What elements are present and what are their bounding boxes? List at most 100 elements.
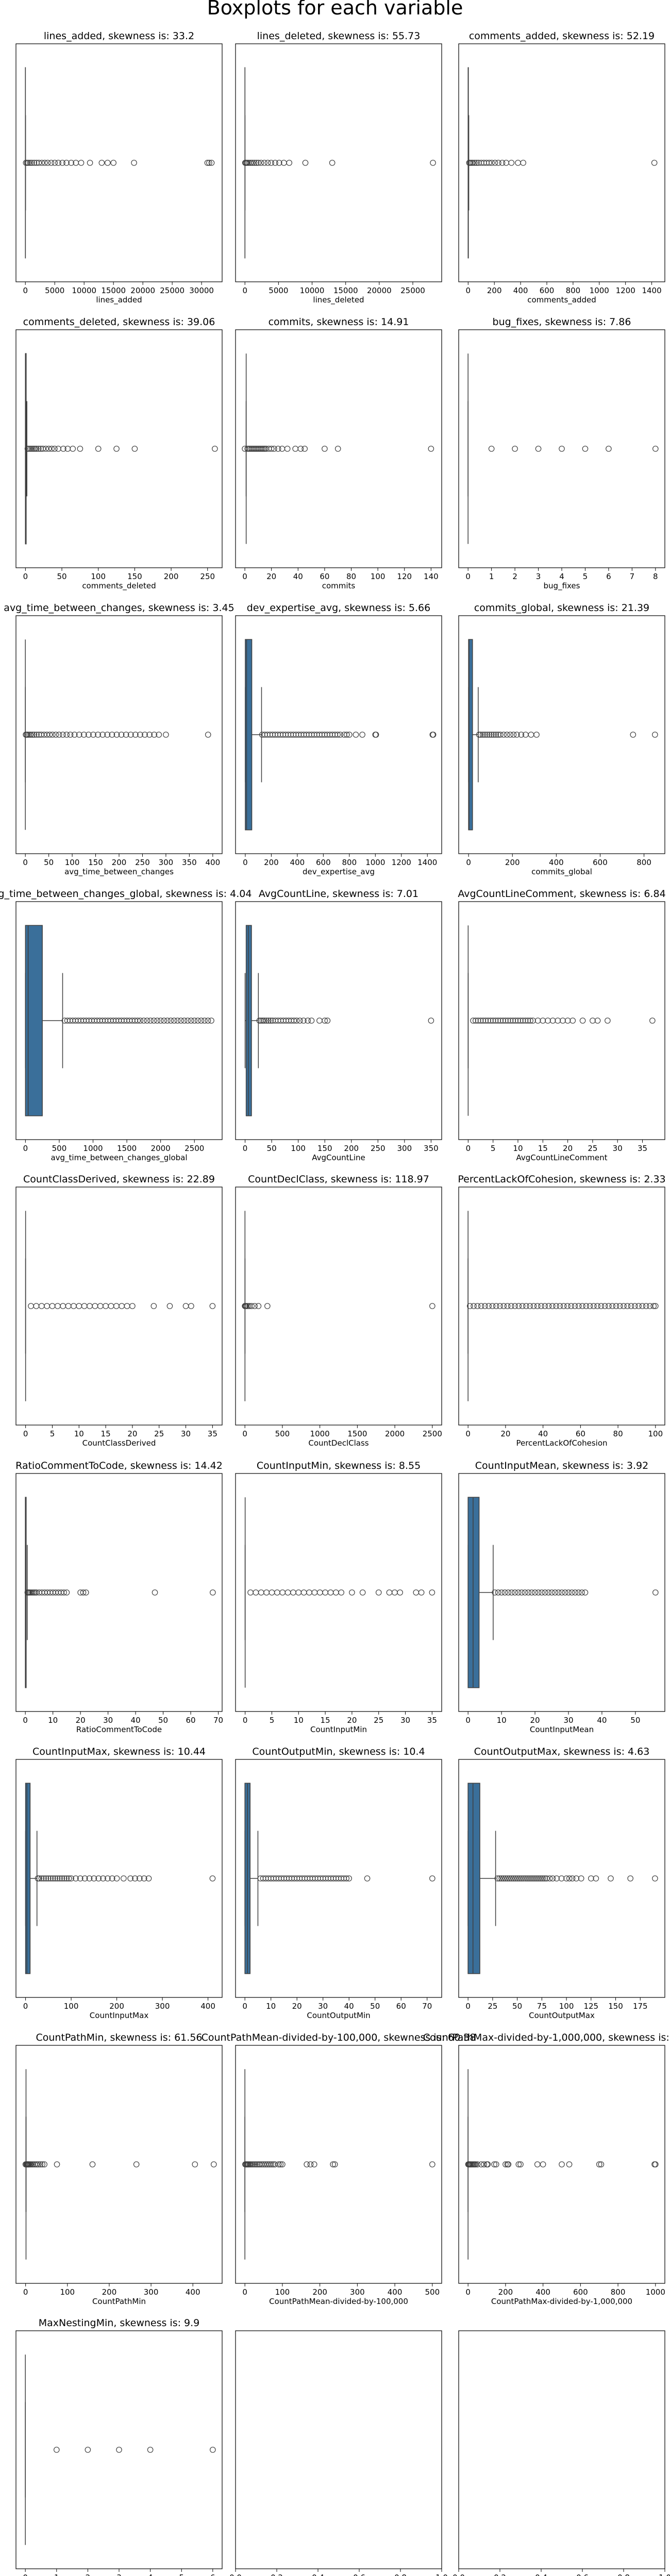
outlier-point [163, 732, 169, 738]
outlier-point [188, 1303, 194, 1309]
outlier-point [302, 160, 309, 166]
outlier-point [652, 1875, 658, 1882]
outlier-point [132, 1875, 138, 1882]
outlier-point [613, 1303, 619, 1309]
x-tick-label: 30 [400, 1716, 410, 1725]
outlier-point [181, 1018, 188, 1024]
x-tick-label: 0 [23, 1429, 28, 1438]
outlier-point [334, 446, 341, 452]
x-axis-label: CountOutputMin [307, 2011, 370, 2020]
outlier-point [256, 1018, 263, 1024]
outlier-point [191, 1018, 198, 1024]
subplot-title: dev_expertise_avg, skewness is: 5.66 [247, 602, 430, 614]
outlier-point [505, 1018, 511, 1024]
axes-frame [15, 1473, 223, 1712]
x-tick-label: 100 [291, 1144, 306, 1153]
outlier-point [253, 160, 260, 166]
x-tick-label: 2 [512, 572, 517, 581]
outlier-point [651, 160, 658, 166]
outlier-point [572, 1589, 578, 1596]
x-tick-label: 100 [559, 2002, 574, 2011]
outlier-point [500, 1875, 507, 1882]
outlier-point [545, 1303, 552, 1309]
x-tick-label: 400 [549, 858, 564, 867]
x-tick-label: 5000 [45, 286, 64, 295]
x-tick-label: 100 [371, 572, 386, 581]
outlier-point [208, 160, 215, 166]
x-axis-label: CountPathMean-divided-by-100,000 [269, 2297, 408, 2306]
outlier-point [329, 160, 336, 166]
outlier-point [27, 160, 34, 166]
outlier-point [81, 732, 87, 738]
outlier-point [133, 2161, 140, 2167]
x-axis-label: CountClassDerived [82, 1438, 156, 1448]
outlier-point [29, 446, 35, 452]
outlier-point [504, 1303, 511, 1309]
outlier-point [178, 1018, 184, 1024]
outlier-point [330, 2161, 336, 2167]
x-tick-label: 125 [583, 2002, 598, 2011]
iqr-box [25, 1783, 31, 1974]
outlier-point [141, 1875, 147, 1882]
outlier-point [538, 1303, 544, 1309]
x-tick-label: 0.2 [271, 2573, 283, 2576]
outlier-point [526, 1875, 532, 1882]
x-tick-label: 2000 [385, 1429, 405, 1438]
outlier-point [137, 1875, 143, 1882]
outlier-point [311, 2161, 317, 2167]
outlier-point [528, 1875, 534, 1882]
outlier-point [635, 1303, 642, 1309]
outlier-point [137, 732, 143, 738]
subplot-20: CountOutputMin, skewness is: 10.4 0 10 20 30… [235, 1746, 442, 2020]
outlier-point [210, 2447, 216, 2453]
x-tick-label: 0 [466, 286, 471, 295]
outlier-point [27, 732, 34, 738]
x-tick-label: 1000 [646, 2287, 665, 2297]
subplot-title: avg_time_between_changes, skewness is: 3… [4, 602, 234, 614]
x-tick-label: 0 [465, 1429, 471, 1438]
outlier-point [61, 1875, 68, 1882]
subplot-26: 0.0 0.2 0.4 0.6 0.8 1.0 [229, 2330, 448, 2576]
x-tick-label: 100 [648, 1429, 663, 1438]
outlier-point [630, 732, 636, 738]
x-tick-label: 0 [242, 286, 247, 295]
outlier-point [500, 732, 507, 738]
outlier-point [578, 1875, 584, 1882]
outlier-point [28, 160, 35, 166]
x-tick-label: 30 [181, 1429, 191, 1438]
outlier-point [85, 2447, 91, 2453]
axes-frame [15, 1759, 223, 1998]
outlier-point [482, 1303, 488, 1309]
outlier-point [48, 160, 55, 166]
outlier-point [569, 1875, 576, 1882]
outlier-point [477, 732, 484, 738]
outlier-point [560, 1303, 567, 1309]
outlier-point [632, 1303, 638, 1309]
outlier-point [549, 1303, 556, 1309]
x-tick-label: 10 [266, 2002, 276, 2011]
outlier-point [141, 1018, 147, 1024]
outlier-point [502, 1018, 509, 1024]
outlier-point [68, 1875, 74, 1882]
outlier-point [60, 446, 66, 452]
subplot-title: MaxNestingMin, skewness is: 9.9 [39, 2317, 200, 2329]
subplot-title: CountPathMin, skewness is: 61.56 [36, 2032, 203, 2043]
outlier-point [29, 732, 36, 738]
x-tick-label: 5 [491, 1144, 496, 1153]
outlier-point [467, 1303, 473, 1309]
subplot-title: lines_deleted, skewness is: 55.73 [257, 30, 421, 42]
subplot-title: comments_deleted, skewness is: 39.06 [23, 316, 215, 328]
x-tick-label: 400 [205, 858, 220, 867]
x-tick-label: 20 [266, 572, 276, 581]
outlier-point [259, 1018, 266, 1024]
x-tick-label: 350 [424, 1144, 439, 1153]
outlier-point [95, 446, 102, 452]
outlier-point [52, 1875, 58, 1882]
outlier-point [527, 1303, 533, 1309]
outlier-point [81, 1875, 88, 1882]
outlier-point [202, 1018, 208, 1024]
outlier-point [264, 1303, 271, 1309]
x-tick-label: 30 [103, 1716, 113, 1725]
outlier-point [322, 1018, 328, 1024]
outlier-point [32, 1589, 38, 1596]
